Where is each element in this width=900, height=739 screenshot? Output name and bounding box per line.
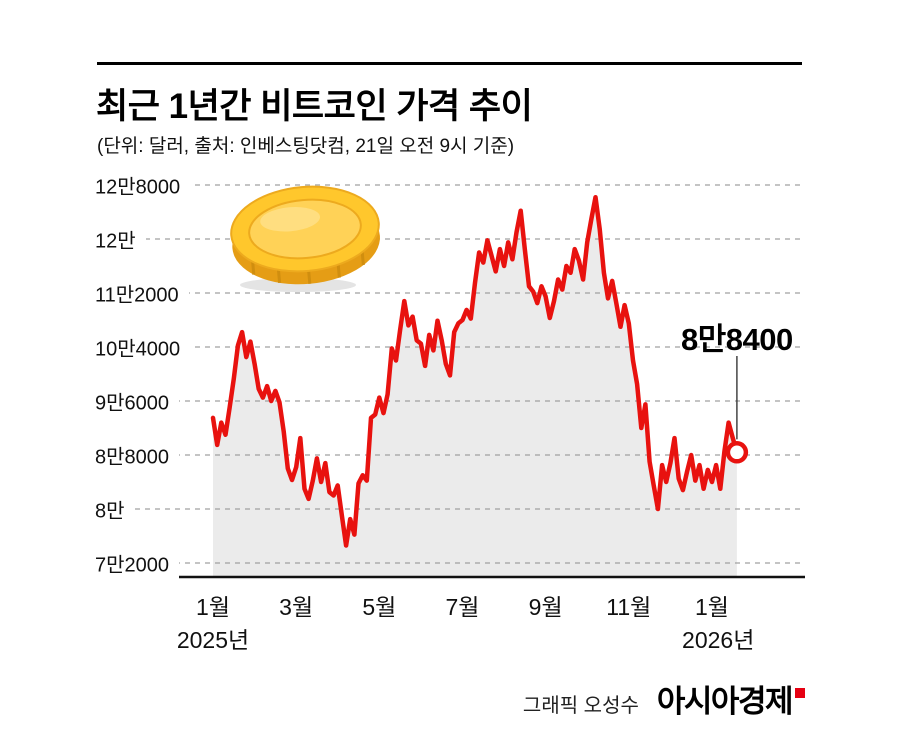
brand-flag-icon xyxy=(795,688,805,698)
latest-point-marker xyxy=(725,441,749,464)
brand-logo: 아시아경제 xyxy=(657,676,805,721)
coin-shadow xyxy=(240,278,356,292)
page-title: 최근 1년간 비트코인 가격 추이 xyxy=(96,87,533,126)
latest-price-label: 8만8400 xyxy=(681,322,793,357)
price-line xyxy=(210,194,740,548)
coin-icon xyxy=(230,185,380,285)
brand-text: 아시아경제 xyxy=(656,684,794,719)
chart-subtitle: (단위: 달러, 출처: 인베스팅닷컴, 21일 오전 9시 기준) xyxy=(97,136,515,157)
top-rule xyxy=(97,62,802,65)
credit-text: 그래픽 오성수 xyxy=(522,695,639,717)
footer: 그래픽 오성수 아시아경제 xyxy=(523,676,805,721)
